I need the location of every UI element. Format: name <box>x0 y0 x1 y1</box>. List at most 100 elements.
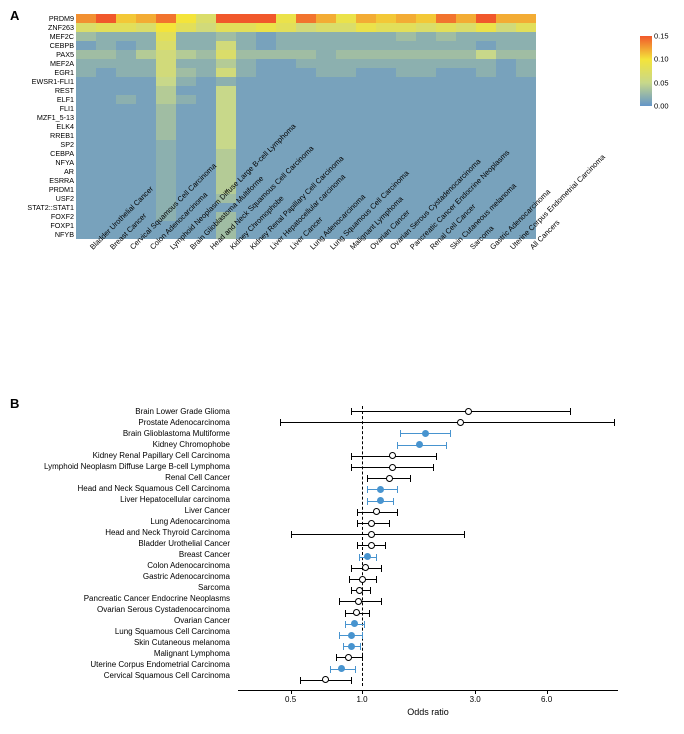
heatmap-cell <box>476 77 496 86</box>
heatmap-cell <box>496 14 516 23</box>
heatmap-cell <box>256 68 276 77</box>
heatmap-cell <box>196 41 216 50</box>
heatmap-cell <box>276 86 296 95</box>
heatmap-cell <box>76 185 96 194</box>
heatmap-cell <box>116 86 136 95</box>
heatmap-cell <box>156 41 176 50</box>
heatmap-cell <box>356 113 376 122</box>
heatmap-cell <box>136 149 156 158</box>
heatmap-cell <box>476 122 496 131</box>
heatmap-cell <box>456 23 476 32</box>
heatmap-cell <box>516 50 536 59</box>
heatmap-cell <box>436 41 456 50</box>
heatmap-cell <box>376 68 396 77</box>
heatmap-cell <box>436 50 456 59</box>
heatmap-cell <box>356 68 376 77</box>
heatmap-cell <box>396 95 416 104</box>
heatmap-cell <box>516 122 536 131</box>
heatmap-cell <box>376 158 396 167</box>
heatmap-row-label: RREB1 <box>8 131 74 140</box>
forest-row <box>238 596 618 607</box>
heatmap-cell <box>116 122 136 131</box>
heatmap-cell <box>136 68 156 77</box>
heatmap-cell <box>476 59 496 68</box>
heatmap-cell <box>296 23 316 32</box>
heatmap-cell <box>216 131 236 140</box>
heatmap-cell <box>216 104 236 113</box>
heatmap-cell <box>456 122 476 131</box>
heatmap-cell <box>416 113 436 122</box>
heatmap-cell <box>376 122 396 131</box>
heatmap-cell <box>176 113 196 122</box>
heatmap-cell <box>96 32 116 41</box>
heatmap-cell <box>76 23 96 32</box>
heatmap-cell <box>396 68 416 77</box>
forest-row-label: Bladder Urothelial Cancer <box>8 538 234 549</box>
heatmap-cell <box>156 95 176 104</box>
heatmap-cell <box>296 32 316 41</box>
forest-row <box>238 428 618 439</box>
heatmap-cell <box>336 32 356 41</box>
heatmap-cell <box>136 167 156 176</box>
heatmap-cell <box>436 86 456 95</box>
forest-row-label: Liver Hepatocellular carcinoma <box>8 494 234 505</box>
heatmap-cell <box>136 113 156 122</box>
heatmap-cell <box>336 113 356 122</box>
forest-plot-area <box>238 406 618 686</box>
heatmap-cell <box>256 113 276 122</box>
heatmap-cell <box>276 149 296 158</box>
heatmap-cell <box>76 167 96 176</box>
heatmap-cell <box>336 122 356 131</box>
heatmap-cell <box>296 77 316 86</box>
heatmap-cell <box>76 131 96 140</box>
heatmap-cell <box>236 131 256 140</box>
heatmap-cell <box>96 176 116 185</box>
heatmap-cell <box>76 149 96 158</box>
heatmap-cell <box>436 122 456 131</box>
heatmap-row-label: ELK4 <box>8 122 74 131</box>
heatmap-cell <box>496 23 516 32</box>
heatmap-cell <box>296 59 316 68</box>
heatmap-cell <box>76 230 96 239</box>
colorbar-tick: 0.05 <box>654 78 669 87</box>
heatmap-cell <box>156 149 176 158</box>
heatmap-cell <box>476 104 496 113</box>
heatmap-cell <box>296 167 316 176</box>
heatmap-cell <box>176 86 196 95</box>
heatmap-cell <box>456 149 476 158</box>
heatmap-cell <box>176 50 196 59</box>
heatmap-cell <box>236 32 256 41</box>
heatmap-cell <box>316 23 336 32</box>
heatmap-cell <box>96 194 116 203</box>
heatmap-cell <box>396 86 416 95</box>
heatmap-cell <box>156 32 176 41</box>
heatmap-cell <box>296 131 316 140</box>
heatmap-cell <box>496 77 516 86</box>
heatmap-cell <box>396 113 416 122</box>
heatmap-cell <box>216 149 236 158</box>
heatmap-cell <box>96 14 116 23</box>
heatmap-cell <box>116 95 136 104</box>
heatmap-cell <box>356 122 376 131</box>
heatmap-cell <box>216 68 236 77</box>
heatmap-cell <box>476 23 496 32</box>
heatmap-cell <box>236 95 256 104</box>
heatmap-cell <box>356 23 376 32</box>
heatmap-cell <box>216 50 236 59</box>
heatmap-cell <box>336 59 356 68</box>
heatmap-cell <box>216 140 236 149</box>
heatmap-cell <box>176 23 196 32</box>
heatmap-cell <box>96 185 116 194</box>
heatmap-cell <box>196 59 216 68</box>
heatmap-cell <box>336 140 356 149</box>
heatmap-cell <box>96 122 116 131</box>
heatmap-cell <box>216 14 236 23</box>
heatmap-cell <box>456 14 476 23</box>
heatmap-row-label: ZNF263 <box>8 23 74 32</box>
heatmap-cell <box>156 104 176 113</box>
heatmap-row-label: SP2 <box>8 140 74 149</box>
heatmap-cell <box>496 32 516 41</box>
heatmap-cell <box>216 95 236 104</box>
heatmap-cell <box>416 104 436 113</box>
heatmap-cell <box>116 77 136 86</box>
